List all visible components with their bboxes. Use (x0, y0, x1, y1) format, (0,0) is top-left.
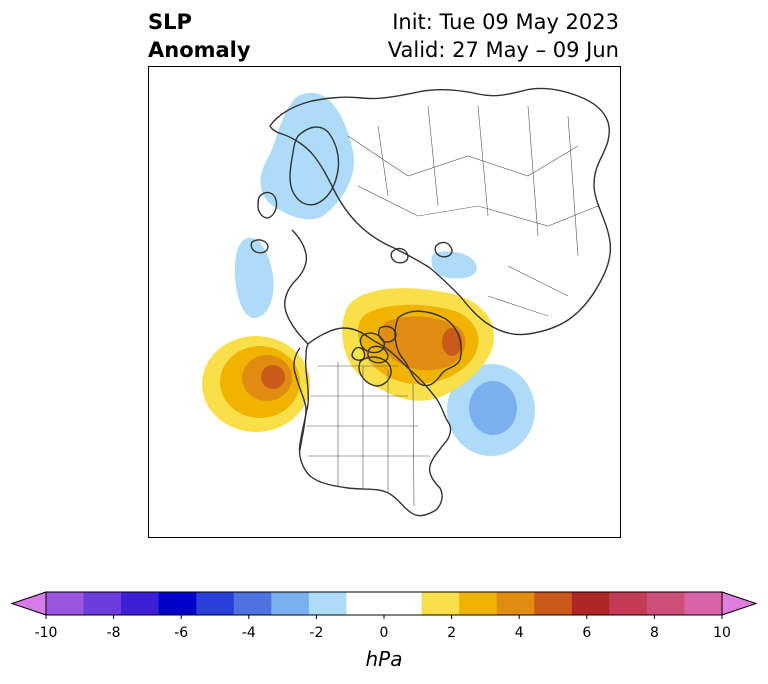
colorbar-segment (308, 592, 347, 615)
colorbar-tick-label: -2 (309, 625, 323, 641)
colorbar-segment (459, 592, 498, 615)
title-variable: SLP (148, 10, 192, 34)
map-date-info: Init: Tue 09 May 2023 Valid: 27 May – 09… (388, 8, 619, 64)
colorbar-tick-label: 4 (515, 625, 524, 641)
colorbar-tick-label: 8 (650, 625, 659, 641)
colorbar-segment (46, 592, 85, 615)
colorbar-segment (609, 592, 648, 615)
colorbar-segment (384, 592, 423, 615)
colorbar-tick-label: -8 (107, 625, 121, 641)
coastline-alaska (284, 229, 309, 345)
colorbar-tick-label: 0 (380, 625, 389, 641)
colorbar-segment (233, 592, 272, 615)
coastline-scandinavia (289, 126, 340, 206)
anomaly-map (148, 66, 621, 538)
colorbar-segment (571, 592, 610, 615)
colorbar-segment (196, 592, 235, 615)
colorbar-tick-label: -4 (242, 625, 256, 641)
colorbar-extend-low (10, 591, 47, 616)
colorbar-tick-label: -6 (174, 625, 188, 641)
colorbar-segment (271, 592, 310, 615)
title-field: Anomaly (148, 38, 251, 62)
colorbar-segment (646, 592, 685, 615)
colorbar: -10 -8 -6 -4 -2 0 2 4 6 8 10 hPa (10, 591, 758, 671)
negative-anomaly-laptev (431, 251, 477, 279)
colorbar-segment (496, 592, 535, 615)
colorbar-segment (534, 592, 573, 615)
coastline-greenland (394, 310, 462, 387)
colorbar-segment (346, 592, 385, 615)
colorbar-segment (684, 592, 723, 615)
colorbar-tick-label: 2 (447, 625, 456, 641)
colorbar-segment (421, 592, 460, 615)
colorbar-unit-label: hPa (366, 647, 403, 671)
colorbar-segment (83, 592, 122, 615)
negative-anomaly-north-atlantic (234, 237, 274, 319)
colorbar-segment (158, 592, 197, 615)
colorbar-tick-label: -10 (35, 625, 58, 641)
negative-anomaly-europe (260, 92, 354, 220)
map-title: SLP Anomaly (148, 8, 251, 64)
colorbar-tick-label: 10 (713, 625, 731, 641)
colorbar-segment (121, 592, 160, 615)
valid-range: Valid: 27 May – 09 Jun (387, 38, 619, 62)
colorbar-extend-high (721, 591, 758, 616)
political-borders (306, 105, 599, 507)
coastline-eurasia (269, 87, 612, 336)
colorbar-tick-label: 6 (582, 625, 591, 641)
init-date: Init: Tue 09 May 2023 (392, 10, 619, 34)
coastline-north-america (298, 327, 452, 517)
anomaly-shading (202, 92, 535, 456)
